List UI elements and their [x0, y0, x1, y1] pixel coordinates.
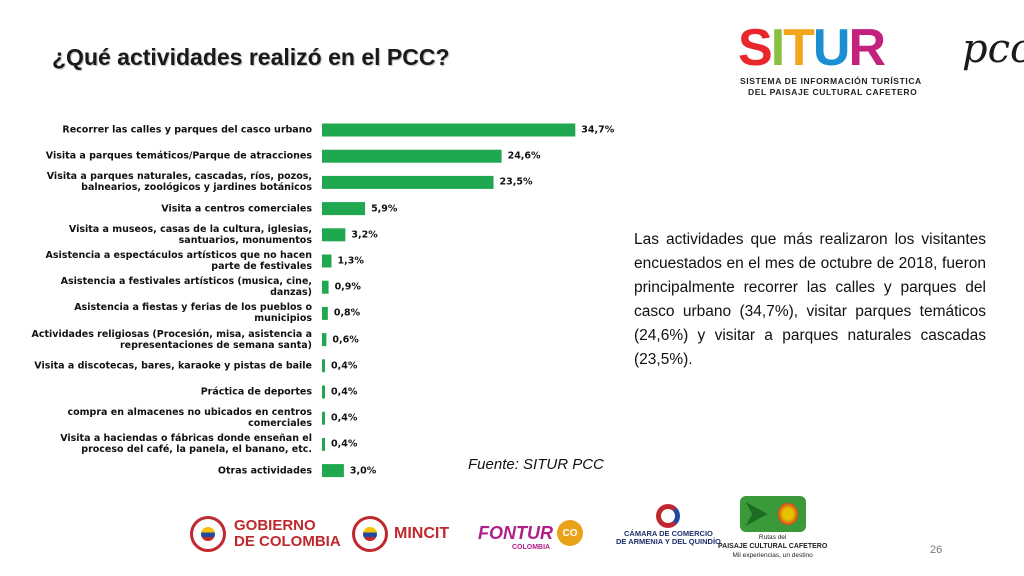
- data-label: 0,4%: [331, 386, 358, 398]
- source-note: Fuente: SITUR PCC: [468, 456, 604, 473]
- bar: [322, 149, 502, 163]
- rutas-line-3: Mil experiencias, un destino: [732, 552, 813, 559]
- data-label: 3,0%: [349, 465, 377, 477]
- colombia-seal-icon: [190, 516, 226, 552]
- bar: [322, 385, 325, 399]
- footer-logos: GOBIERNO DE COLOMBIA MINCIT FONTUR CO CO…: [0, 496, 1024, 566]
- activities-bar-chart: Recorrer las calles y parques del casco …: [0, 110, 620, 490]
- mincit-text: MINCIT: [394, 525, 450, 542]
- logo-letter: U: [812, 19, 851, 77]
- camara-line-2: DE ARMENIA Y DEL QUINDÍO: [616, 537, 721, 546]
- data-label: 0,4%: [331, 412, 358, 424]
- data-label: 34,7%: [581, 124, 615, 136]
- rutas-emblem-icon: [739, 496, 806, 532]
- category-label: Visita a parques naturales, cascadas, rí…: [46, 171, 312, 194]
- data-label: 3,2%: [351, 229, 378, 241]
- category-label: Asistencia a fiestas y ferias de los pue…: [74, 302, 312, 325]
- colombia-seal-icon: [352, 516, 388, 552]
- bar: [322, 306, 328, 320]
- category-label: Práctica de deportes: [200, 386, 312, 398]
- camara-emblem-icon: [656, 504, 681, 528]
- bar: [322, 333, 327, 347]
- category-label: Visita a discotecas, bares, karaoke y pi…: [34, 360, 312, 372]
- mincit-logo: MINCIT: [352, 516, 449, 552]
- bar: [322, 175, 494, 189]
- data-label: 5,9%: [371, 203, 398, 215]
- logo-tagline-1: SISTEMA DE INFORMACIÓN TURÍSTICA: [740, 76, 922, 86]
- gobierno-logo: GOBIERNO DE COLOMBIA: [190, 516, 341, 552]
- chart-plot-area: [322, 123, 576, 478]
- bar: [322, 280, 329, 294]
- data-label: 24,6%: [507, 150, 541, 162]
- category-label: Visita a centros comerciales: [161, 203, 312, 215]
- logo-letter: R: [848, 19, 886, 77]
- logo-suffix: pcc: [962, 26, 1024, 72]
- bar: [322, 228, 346, 242]
- situr-logo-word: SITUR: [738, 19, 886, 77]
- fontur-logo: FONTUR CO COLOMBIA: [478, 520, 583, 551]
- bar: [322, 254, 332, 268]
- page-title: ¿Qué actividades realizó en el PCC?: [52, 44, 450, 70]
- bar: [322, 359, 325, 373]
- fontur-sub: COLOMBIA: [512, 544, 551, 551]
- gobierno-line-1: GOBIERNO: [234, 517, 316, 534]
- data-label: 23,5%: [499, 176, 533, 188]
- camara-logo: CÁMARA DE COMERCIO DE ARMENIA Y DEL QUIN…: [616, 504, 721, 546]
- category-label: Visita a museos, casas de la cultura, ig…: [68, 223, 312, 246]
- category-label: Asistencia a espectáculos artísticos que…: [45, 250, 312, 272]
- camara-line-1: CÁMARA DE COMERCIO: [624, 529, 713, 538]
- category-label: compra en almacenes no ubicados en centr…: [67, 407, 313, 430]
- bar: [322, 437, 325, 451]
- data-label: 0,4%: [331, 438, 358, 450]
- bar: [322, 123, 576, 137]
- data-label: 0,8%: [333, 307, 361, 319]
- rutas-line-1: Rutas del: [758, 534, 787, 541]
- gobierno-line-2: DE COLOMBIA: [234, 533, 341, 550]
- data-label: 0,6%: [332, 334, 359, 346]
- logo-letter: S: [738, 19, 773, 77]
- rutas-line-2: PAISAJE CULTURAL CAFETERO: [718, 543, 828, 550]
- logo-letter: T: [783, 19, 815, 77]
- rutas-logo: Rutas del PAISAJE CULTURAL CAFETERO Mil …: [718, 496, 827, 559]
- category-label: Otras actividades: [217, 465, 312, 477]
- situr-pcc-logo: SITUR pcc SISTEMA DE INFORMACIÓN TURÍSTI…: [738, 19, 1024, 100]
- bar: [322, 464, 344, 478]
- bar: [322, 202, 366, 216]
- category-label: Actividades religiosas (Procesión, misa,…: [31, 328, 312, 351]
- category-label: Recorrer las calles y parques del casco …: [62, 124, 312, 136]
- data-label: 0,9%: [334, 281, 361, 293]
- data-label: 1,3%: [337, 255, 364, 267]
- fontur-text: FONTUR: [478, 522, 553, 543]
- data-label: 0,4%: [331, 360, 358, 372]
- page-number: 26: [930, 544, 943, 556]
- category-label: Visita a haciendas o fábricas donde ense…: [60, 433, 312, 456]
- category-label: Asistencia a festivales artísticos (musi…: [60, 276, 312, 299]
- co-badge-icon: CO: [557, 520, 583, 546]
- bar: [322, 411, 325, 425]
- logo-letter: I: [770, 19, 786, 77]
- logo-tagline-2: DEL PAISAJE CULTURAL CAFETERO: [748, 87, 918, 97]
- summary-text: Las actividades que más realizaron los v…: [634, 231, 986, 368]
- category-label: Visita a parques temáticos/Parque de atr…: [45, 150, 312, 162]
